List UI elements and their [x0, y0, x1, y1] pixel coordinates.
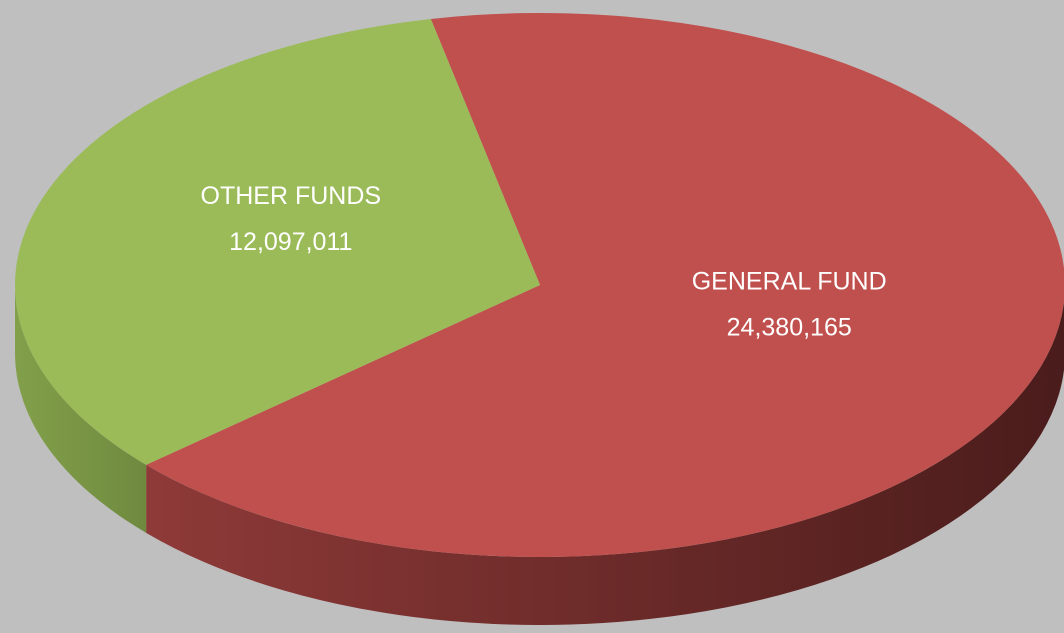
- slice-side: [146, 301, 1064, 625]
- slice: [14, 18, 540, 465]
- slice: [146, 13, 1064, 557]
- slice-label: GENERAL FUND: [692, 267, 887, 295]
- slice-value: 12,097,011: [229, 228, 352, 256]
- slice-label: OTHER FUNDS: [201, 182, 382, 210]
- slice-side: [14, 285, 147, 533]
- slice-value: 24,380,165: [727, 313, 852, 341]
